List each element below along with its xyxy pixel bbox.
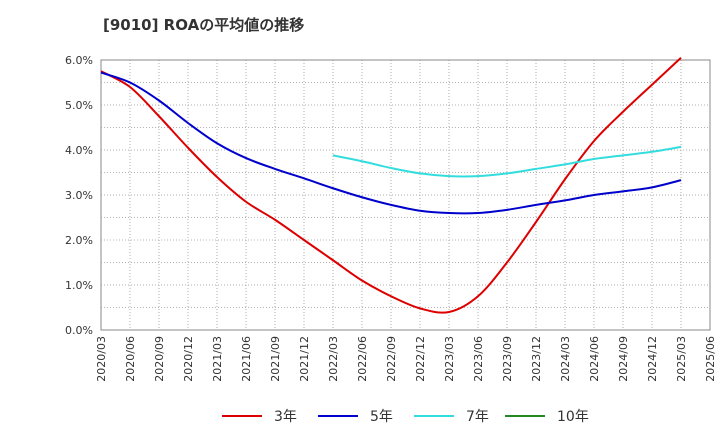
x-tick-label: 2024/09 <box>617 336 630 382</box>
grid-lines <box>101 60 710 330</box>
y-tick-label: 3.0% <box>65 189 93 202</box>
x-tick-label: 2024/06 <box>588 336 601 382</box>
x-tick-label: 2023/06 <box>472 336 485 382</box>
series-line-0 <box>100 57 682 314</box>
legend: 3年 5年 7年 10年 <box>0 404 720 428</box>
series-line-1 <box>100 71 682 215</box>
x-tick-label: 2022/09 <box>385 336 398 382</box>
y-tick-label: 4.0% <box>65 144 93 157</box>
x-tick-label: 2024/12 <box>646 336 659 382</box>
legend-item: 5年 <box>318 404 393 428</box>
y-tick-label: 6.0% <box>65 54 93 67</box>
y-tick-label: 0.0% <box>65 324 93 337</box>
x-tick-label: 2024/03 <box>559 336 572 382</box>
legend-label: 5年 <box>370 409 393 425</box>
line-chart: 0.0%1.0%2.0%3.0%4.0%5.0%6.0% 2020/03 2020… <box>65 54 717 382</box>
x-tick-label: 2021/09 <box>269 336 282 382</box>
y-axis-ticks: 0.0% 1.0% 2.0% 3.0% 4.0% 5.0% 6.0% <box>65 54 93 337</box>
legend-swatch <box>222 415 262 417</box>
legend-item: 10年 <box>505 404 589 428</box>
x-tick-label: 2020/12 <box>182 336 195 382</box>
legend-swatch <box>505 415 545 417</box>
legend-swatch <box>318 415 358 417</box>
x-tick-label: 2021/03 <box>211 336 224 382</box>
x-tick-label: 2023/09 <box>501 336 514 382</box>
legend-item: 3年 <box>222 404 297 428</box>
x-tick-label: 2020/03 <box>95 336 108 382</box>
x-tick-label: 2023/12 <box>530 336 543 382</box>
plot-area <box>100 59 711 331</box>
x-axis-ticks: 2020/03 2020/06 2020/09 2020/12 2021/03 2021/… <box>95 336 717 382</box>
legend-label: 10年 <box>557 409 589 425</box>
series-lines <box>100 57 682 314</box>
series-line-2 <box>332 145 682 178</box>
legend-label: 3年 <box>274 409 297 425</box>
x-tick-label: 2025/06 <box>704 336 717 382</box>
x-tick-label: 2022/12 <box>414 336 427 382</box>
legend-item: 7年 <box>414 404 489 428</box>
chart-title: [9010] ROAの平均値の推移 <box>103 16 305 34</box>
y-tick-label: 5.0% <box>65 99 93 112</box>
x-tick-label: 2020/06 <box>124 336 137 382</box>
x-tick-label: 2025/03 <box>675 336 688 382</box>
y-tick-label: 2.0% <box>65 234 93 247</box>
x-tick-label: 2022/06 <box>356 336 369 382</box>
legend-label: 7年 <box>466 409 489 425</box>
x-tick-label: 2022/03 <box>327 336 340 382</box>
x-tick-label: 2020/09 <box>153 336 166 382</box>
y-tick-label: 1.0% <box>65 279 93 292</box>
x-tick-label: 2021/06 <box>240 336 253 382</box>
legend-swatch <box>414 415 454 417</box>
x-tick-label: 2021/12 <box>298 336 311 382</box>
x-tick-label: 2023/03 <box>443 336 456 382</box>
